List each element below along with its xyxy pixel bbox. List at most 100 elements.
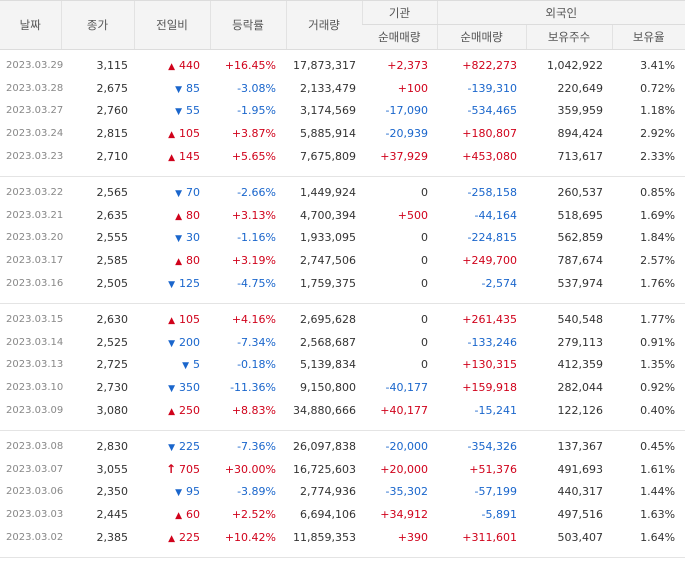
triangle-up-icon: ▲ [168,534,175,545]
institution-net-cell: +34,912 [380,508,428,522]
institution-net-cell: +100 [397,81,428,95]
foreign-net-cell: +159,918 [462,381,517,395]
triangle-down-icon: ▼ [168,442,175,453]
triangle-down-icon: ▼ [175,107,182,118]
group-separator [0,167,685,177]
foreign-ratio-cell: 1.61% [640,462,676,476]
foreign-ratio-cell: 0.85% [640,185,676,199]
foreign-ratio-cell: 0.91% [640,335,676,349]
header-foreign-shares: 보유주수 [525,24,612,50]
foreign-ratio-cell: 1.44% [640,485,676,499]
volume-cell: 17,873,317 [293,58,356,72]
foreign-ratio-cell: 2.33% [640,150,676,164]
triangle-down-icon: ▼ [182,361,189,372]
diff-cell: ▲ 60 [134,503,210,526]
diff-value: 30 [186,231,200,245]
foreign-ratio-cell: 0.72% [640,81,676,95]
foreign-shares-cell: 412,359 [557,358,604,372]
institution-net-cell: 0 [421,335,428,349]
table-row: 2023.03.23 2,710 ▲ 145 +5.65% 7,675,809 +37,92… [0,145,685,168]
date-cell: 2023.03.28 [6,82,64,94]
table-row: 2023.03.24 2,815 ▲ 105 +3.87% 5,885,914 -20,93… [0,122,685,145]
date-cell: 2023.03.03 [6,509,64,521]
diff-cell: ▲ 440 [134,50,210,77]
institution-net-cell: 0 [421,231,428,245]
foreign-shares-cell: 491,693 [557,462,604,476]
table-row: 2023.03.15 2,630 ▲ 105 +4.16% 2,695,628 0 +261,… [0,303,685,330]
group-separator [0,294,685,304]
volume-cell: 1,759,375 [300,277,356,291]
rate-cell: +5.65% [231,150,276,164]
foreign-shares-cell: 440,317 [557,485,604,499]
diff-cell: ▼ 125 [134,272,210,295]
rate-cell: -1.16% [237,231,276,245]
foreign-net-cell: +311,601 [462,531,517,545]
header-foreign: 외국인 [436,0,685,25]
date-cell: 2023.03.20 [6,232,64,244]
date-cell: 2023.03.21 [6,209,64,221]
diff-cell: ▲ 225 [134,526,210,549]
table-row: 2023.03.06 2,350 ▼ 95 -3.89% 2,774,936 -35,302… [0,481,685,504]
date-cell: 2023.03.07 [6,463,64,475]
diff-value: 125 [179,277,200,291]
institution-net-cell: +37,929 [380,150,428,164]
rate-cell: -3.89% [237,485,276,499]
table-row: 2023.03.29 3,115 ▲ 440 +16.45% 17,873,317 +2,3… [0,50,685,77]
rate-cell: +3.87% [231,127,276,141]
institution-net-cell: -17,090 [385,104,428,118]
foreign-shares-cell: 137,367 [557,439,604,453]
rate-cell: -0.18% [237,358,276,372]
table-row: 2023.03.22 2,565 ▼ 70 -2.66% 1,449,924 0 -258,1… [0,176,685,203]
date-cell: 2023.03.06 [6,486,64,498]
date-cell: 2023.03.15 [6,313,64,325]
volume-cell: 26,097,838 [293,439,356,453]
institution-net-cell: 0 [421,254,428,268]
volume-cell: 1,449,924 [300,185,356,199]
volume-cell: 2,133,479 [300,81,356,95]
date-cell: 2023.03.10 [6,382,64,394]
volume-cell: 3,174,569 [300,104,356,118]
triangle-up-icon: ▲ [168,153,175,164]
volume-cell: 1,933,095 [300,231,356,245]
diff-value: 225 [179,531,200,545]
date-cell: 2023.03.14 [6,336,64,348]
separator-cell [0,167,685,177]
foreign-net-cell: +130,315 [462,358,517,372]
rate-cell: +10.42% [224,531,276,545]
foreign-net-cell: -258,158 [467,185,517,199]
close-cell: 2,555 [96,231,129,245]
diff-value: 70 [186,185,200,199]
volume-cell: 7,675,809 [300,150,356,164]
date-cell: 2023.03.17 [6,255,64,267]
date-cell: 2023.03.24 [6,128,64,140]
volume-cell: 2,774,936 [300,485,356,499]
institution-net-cell: +2,373 [387,58,428,72]
table-row: 2023.03.14 2,525 ▼ 200 -7.34% 2,568,687 0 -133,… [0,331,685,354]
rate-cell: -3.08% [237,81,276,95]
foreign-ratio-cell: 1.18% [640,104,676,118]
foreign-net-cell: -5,891 [481,508,517,522]
diff-cell: ▲ 105 [134,122,210,145]
foreign-net-cell: -133,246 [467,335,517,349]
rate-cell: +8.83% [231,404,276,418]
date-cell: 2023.03.09 [6,405,64,417]
foreign-shares-cell: 894,424 [557,127,604,141]
upper-limit-arrow-icon: ↑ [165,462,176,477]
volume-cell: 4,700,394 [300,208,356,222]
foreign-shares-cell: 1,042,922 [547,58,603,72]
separator-cell [0,548,685,558]
diff-value: 250 [179,404,200,418]
triangle-down-icon: ▼ [175,234,182,245]
diff-value: 200 [179,335,200,349]
triangle-up-icon: ▲ [168,130,175,141]
close-cell: 2,565 [96,185,129,199]
volume-cell: 6,694,106 [300,508,356,522]
foreign-net-cell: -354,326 [467,439,517,453]
institution-net-cell: 0 [421,277,428,291]
diff-value: 55 [186,104,200,118]
foreign-net-cell: +261,435 [462,312,517,326]
foreign-shares-cell: 122,126 [557,404,604,418]
diff-cell: ▼ 225 [134,430,210,457]
diff-cell: ▼ 95 [134,481,210,504]
diff-cell: ▼ 30 [134,227,210,250]
